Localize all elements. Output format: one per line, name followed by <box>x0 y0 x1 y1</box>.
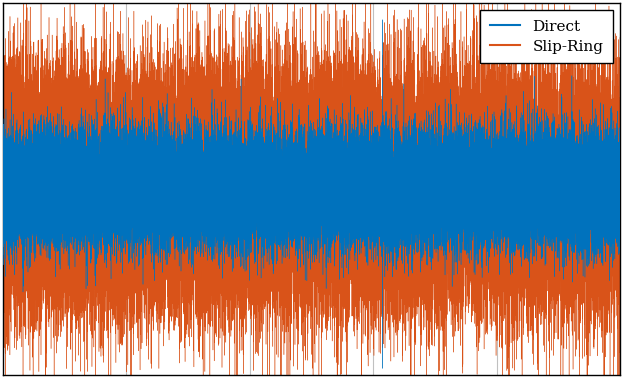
Direct <box>617 227 623 232</box>
Direct <box>0 216 6 221</box>
Direct <box>41 174 49 178</box>
Direct <box>457 189 465 194</box>
Slip-Ring <box>41 277 49 282</box>
Slip-Ring <box>457 98 465 102</box>
Direct <box>334 146 341 150</box>
Direct <box>235 170 243 174</box>
Direct <box>379 366 386 371</box>
Direct <box>148 176 155 180</box>
Direct <box>379 17 386 22</box>
Slip-Ring <box>334 94 341 98</box>
Slip-Ring <box>148 145 155 149</box>
Slip-Ring <box>0 68 6 73</box>
Line: Direct: Direct <box>2 20 621 369</box>
Slip-Ring <box>235 167 243 172</box>
Legend: Direct, Slip-Ring: Direct, Slip-Ring <box>480 11 612 63</box>
Direct <box>371 181 378 186</box>
Slip-Ring <box>371 214 378 218</box>
Slip-Ring <box>617 267 623 272</box>
